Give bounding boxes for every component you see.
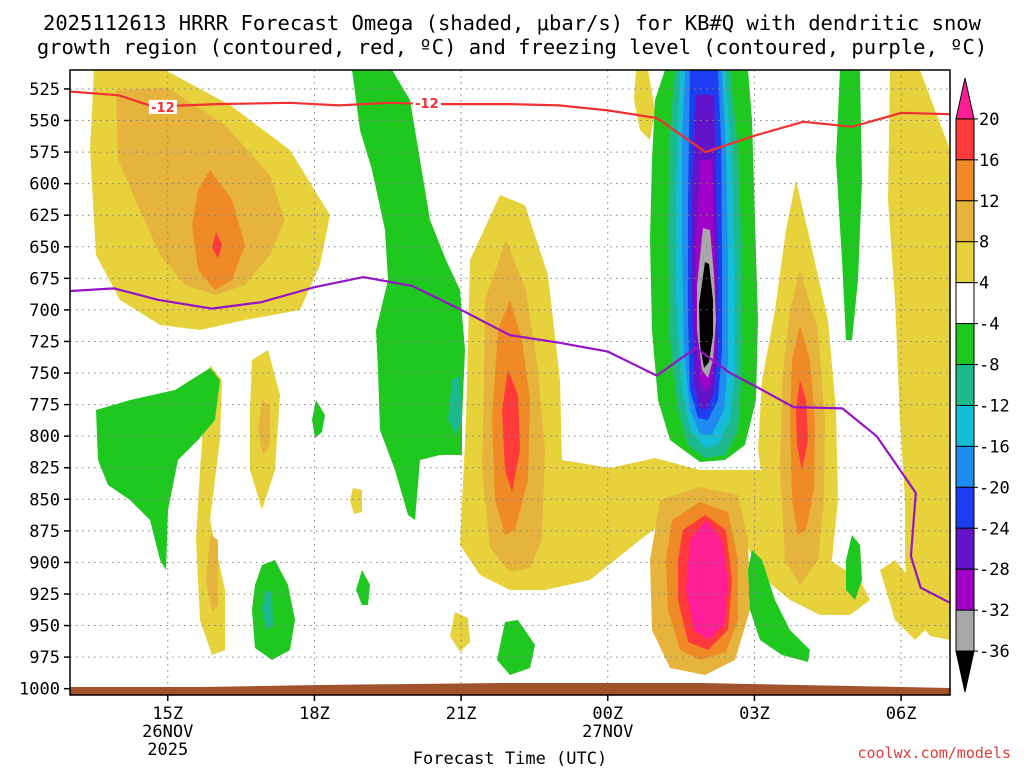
y-tick-label-13: 850 <box>29 490 60 510</box>
colorbar: 20 16 12 8 4 -4 -8 -12 -16 -20 -24 -28 -32 -36 <box>955 77 1010 693</box>
colorbar-swatch-0 <box>955 77 975 120</box>
y-axis: 525 550 575 600 625 650 675 700 725 750 775 800 825 8… <box>19 80 70 700</box>
y-tick-label-14: 875 <box>29 522 60 542</box>
y-tick-label-3: 600 <box>29 175 60 195</box>
omega-area-green-1730 <box>312 400 325 438</box>
grid <box>70 70 950 695</box>
plot-frame <box>69 69 951 696</box>
y-tick-label-6: 675 <box>29 269 60 289</box>
colorbar-label-1: 16 <box>979 151 999 171</box>
y-tick-label-8: 725 <box>29 332 60 352</box>
colorbar-label-2: 12 <box>979 192 999 212</box>
y-tick-label-18: 975 <box>29 648 60 668</box>
y-tick-label-17: 950 <box>29 617 60 637</box>
y-tick-label-2: 575 <box>29 143 60 163</box>
y-tick-label-10: 775 <box>29 396 60 416</box>
colorbar-swatch-2 <box>955 159 975 202</box>
colorbar-label-0: 20 <box>979 110 999 130</box>
omega-area-green-05z <box>836 70 862 340</box>
omega-area-red-16z <box>212 232 222 258</box>
colorbar-label-5: -4 <box>979 315 999 335</box>
omega-area-green-2230 <box>497 620 535 675</box>
omega-area-green-20z <box>352 70 465 520</box>
x-tick-label-4: 03Z <box>739 704 770 724</box>
dgz-contour-label-1: -12 <box>415 97 439 112</box>
colorbar-swatch-1 <box>955 118 975 161</box>
omega-area-lightorange-1530 <box>206 535 218 612</box>
colorbar-label-4: 4 <box>979 274 989 294</box>
colorbar-label-3: 8 <box>979 233 989 253</box>
omega-area-yellow-1930 <box>350 488 362 514</box>
colorbar-label-12: -32 <box>979 601 1010 621</box>
omega-area-yellow-top <box>634 70 655 140</box>
y-tick-label-4: 625 <box>29 206 60 226</box>
colorbar-label-11: -28 <box>979 560 1010 580</box>
credit-text: coolwx.com/models <box>857 744 1011 762</box>
x-tick-date-3: 27NOV <box>582 722 633 742</box>
chart-title-line-1: 2025112613 HRRR Forecast Omega (shaded, … <box>43 11 982 35</box>
omega-area-yellow-21z <box>450 612 470 652</box>
y-tick-label-15: 900 <box>29 553 60 573</box>
y-tick-label-0: 525 <box>29 80 60 100</box>
omega-area-green-0330 <box>748 550 810 662</box>
colorbar-label-8: -16 <box>979 437 1010 457</box>
colorbar-swatch-9 <box>955 445 975 488</box>
colorbar-swatch-14 <box>955 650 975 693</box>
y-tick-label-7: 700 <box>29 301 60 321</box>
omega-area-black-02z <box>699 262 713 368</box>
colorbar-swatch-5 <box>955 282 975 325</box>
omega-area-green-17z <box>252 560 295 660</box>
omega-area-yellow-right <box>888 70 950 640</box>
colorbar-swatch-13 <box>955 609 975 652</box>
chart-title-line-2: growth region (contoured, red, ºC) and f… <box>37 35 987 59</box>
colorbar-swatch-8 <box>955 404 975 447</box>
x-tick-label-3: 00Z <box>592 704 623 724</box>
colorbar-label-10: -24 <box>979 519 1010 539</box>
colorbar-swatch-6 <box>955 323 975 366</box>
x-tick-date-0: 26NOV <box>142 722 193 742</box>
omega-area-teal-17z <box>262 590 273 630</box>
colorbar-swatch-4 <box>955 241 975 284</box>
omega-area-green-15z <box>96 368 220 570</box>
dgz-label-bg-0 <box>148 99 177 114</box>
freezing-level-contour <box>70 275 950 604</box>
omega-shading <box>90 70 950 675</box>
y-tick-label-1: 550 <box>29 112 60 132</box>
y-tick-label-9: 750 <box>29 364 60 384</box>
y-tick-label-11: 800 <box>29 427 60 447</box>
omega-area-green-1930 <box>356 570 370 605</box>
x-tick-year-0: 2025 <box>147 740 188 760</box>
colorbar-label-7: -12 <box>979 396 1010 416</box>
y-tick-label-19: 1000 <box>19 680 60 700</box>
omega-area-green-0530 <box>846 535 862 600</box>
omega-area-magenta-02z <box>686 520 728 640</box>
y-tick-label-12: 825 <box>29 459 60 479</box>
x-tick-label-2: 21Z <box>446 704 477 724</box>
x-tick-label-1: 18Z <box>299 704 330 724</box>
x-axis-label: Forecast Time (UTC) <box>413 749 607 768</box>
dgz-contour-label-0: -12 <box>151 101 175 116</box>
dgz-label-bg-1 <box>412 96 441 111</box>
x-tick-label-0: 15Z <box>152 704 183 724</box>
colorbar-label-6: -8 <box>979 356 999 376</box>
x-tick-label-5: 06Z <box>886 704 917 724</box>
colorbar-swatch-11 <box>955 527 975 570</box>
omega-area-red-04z <box>796 380 808 470</box>
omega-area-yellow-0630 <box>880 560 935 640</box>
colorbar-swatch-10 <box>955 486 975 529</box>
colorbar-swatch-3 <box>955 200 975 243</box>
y-tick-label-5: 650 <box>29 238 60 258</box>
omega-area-lightorange-1630 <box>258 400 270 455</box>
ground-surface <box>70 683 950 695</box>
omega-area-orange-16z <box>192 170 245 290</box>
omega-area-red-22z <box>502 370 520 492</box>
colorbar-swatch-12 <box>955 568 975 611</box>
colorbar-label-13: -36 <box>979 642 1010 662</box>
colorbar-label-9: -20 <box>979 478 1010 498</box>
colorbar-swatch-7 <box>955 364 975 406</box>
dgz-minus-12-contour <box>70 90 950 154</box>
y-tick-label-16: 925 <box>29 585 60 605</box>
